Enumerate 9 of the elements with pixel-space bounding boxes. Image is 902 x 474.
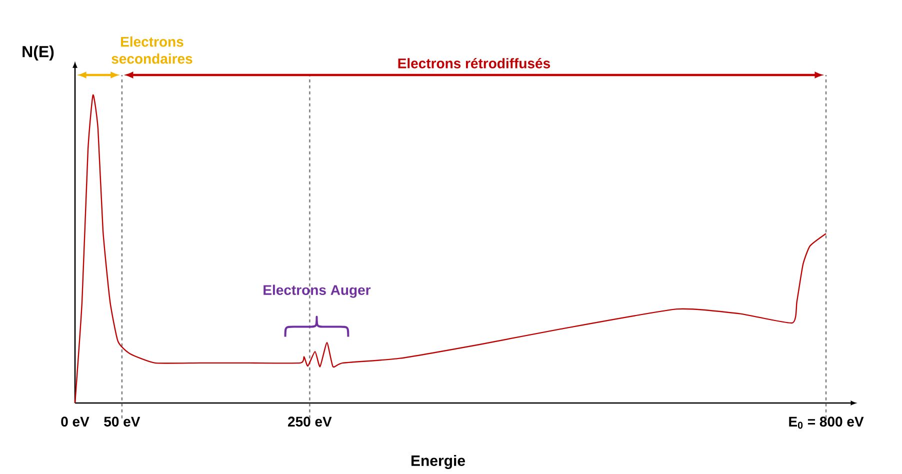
- x-tick-label: 50 eV: [104, 416, 140, 427]
- x-tick-label: 0 eV: [61, 416, 90, 427]
- annotation: Electrons Auger: [264, 284, 371, 298]
- x-tick-label: 250 eV: [288, 416, 332, 427]
- y-axis-title: N(E): [22, 46, 54, 60]
- text: Electrons secondaires: [112, 36, 192, 64]
- x-axis-title: Energie: [412, 454, 465, 470]
- x-tick-label: E$_{0}$ = 800 eV: [789, 416, 864, 429]
- text: Electrons rétrodiffusés: [398, 58, 550, 68]
